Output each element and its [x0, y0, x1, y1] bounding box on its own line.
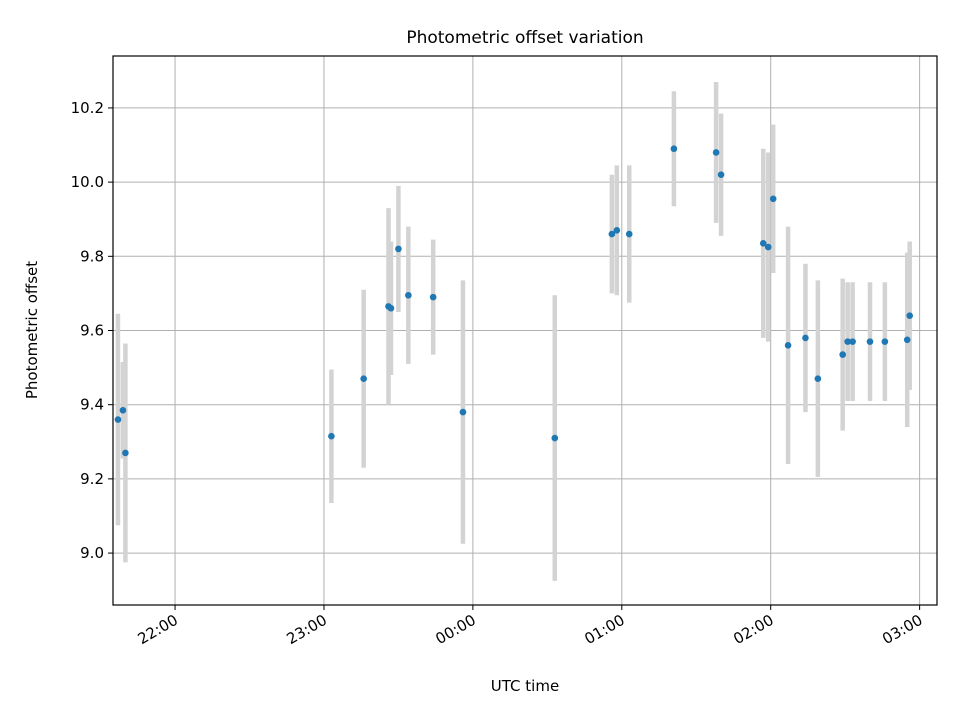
- data-point: [360, 375, 367, 383]
- y-tick-label: 9.6: [80, 322, 104, 340]
- data-point: [122, 449, 129, 457]
- chart-title: Photometric offset variation: [406, 28, 643, 48]
- data-point: [814, 375, 822, 383]
- data-point: [670, 145, 678, 153]
- y-tick-label: 10.2: [71, 99, 104, 117]
- data-points: [114, 145, 913, 457]
- data-point: [849, 338, 856, 345]
- data-point: [844, 338, 851, 345]
- data-point: [717, 171, 725, 179]
- x-axis-ticks: 22:00 23:00 00:00 01:00 02:00 03:00: [135, 605, 926, 648]
- y-tick-label: 9.0: [80, 544, 104, 562]
- data-point: [429, 293, 437, 301]
- data-point: [405, 291, 412, 299]
- data-point: [764, 243, 772, 251]
- data-point: [328, 432, 335, 440]
- y-tick-label: 9.4: [80, 396, 104, 414]
- data-point: [759, 240, 767, 247]
- x-axis-label: UTC time: [491, 677, 559, 695]
- y-axis-ticks: 9.0 9.2 9.4 9.6 9.8 10.0 10.2: [71, 99, 113, 562]
- data-point: [608, 230, 616, 238]
- data-point: [906, 312, 913, 319]
- data-point: [119, 406, 127, 414]
- y-axis-label: Photometric offset: [23, 261, 41, 399]
- data-point: [784, 342, 792, 349]
- data-point: [613, 227, 621, 234]
- data-point: [866, 338, 874, 345]
- y-tick-label: 10.0: [71, 173, 104, 191]
- grid-lines: [113, 56, 937, 605]
- data-point: [387, 304, 395, 312]
- x-tick-label: 03:00: [879, 611, 925, 648]
- data-point: [395, 245, 402, 253]
- data-point: [881, 338, 889, 345]
- y-tick-label: 9.2: [80, 470, 104, 488]
- data-point: [114, 416, 122, 423]
- data-point: [712, 149, 720, 156]
- data-point: [903, 336, 911, 344]
- error-bars: [115, 81, 912, 581]
- x-tick-label: 02:00: [730, 611, 776, 648]
- data-point: [839, 351, 846, 358]
- data-point: [802, 334, 809, 342]
- data-point: [625, 230, 633, 238]
- data-point: [769, 195, 777, 203]
- y-tick-label: 9.8: [80, 247, 104, 265]
- data-point: [551, 434, 559, 442]
- x-tick-label: 01:00: [581, 611, 627, 648]
- data-point: [459, 408, 467, 416]
- x-tick-label: 00:00: [432, 611, 478, 648]
- x-tick-label: 22:00: [135, 611, 181, 648]
- x-tick-label: 23:00: [284, 611, 330, 648]
